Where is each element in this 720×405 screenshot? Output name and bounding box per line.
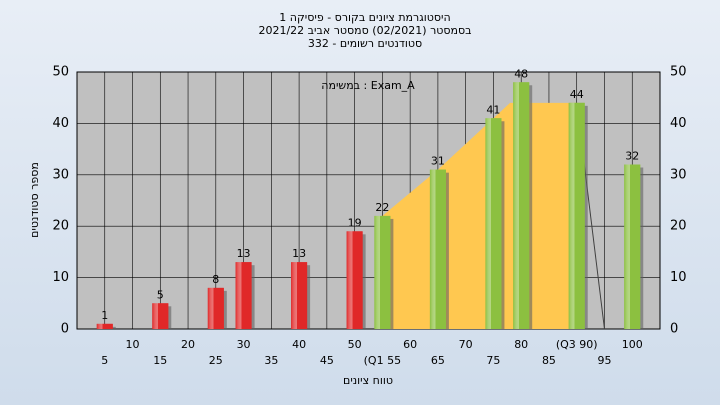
data-label: 1 <box>101 309 108 322</box>
data-label: 44 <box>570 88 584 101</box>
x-tick-label: 30 <box>237 338 251 351</box>
x-tick-label: 35 <box>264 354 278 367</box>
bar-shade <box>429 169 446 329</box>
data-label: 13 <box>292 247 306 260</box>
x-axis-label: טווח ציונים <box>343 374 393 387</box>
x-tick-label: 65 <box>431 354 445 367</box>
data-label: 31 <box>431 155 445 168</box>
x-tick-label: 60 <box>403 338 417 351</box>
y-axis-label: מספר סטודנטים <box>28 162 41 238</box>
x-tick-label: 20 <box>181 338 195 351</box>
data-label: 5 <box>157 288 164 301</box>
data-label: 19 <box>348 216 362 229</box>
annotation: במשימה : Exam_A <box>321 79 415 92</box>
y2-tick-label: 40 <box>670 116 687 131</box>
y-tick-label: 40 <box>52 116 69 131</box>
x-tick-label: (Q1 55 <box>364 354 401 367</box>
x-tick-label: 15 <box>153 354 167 367</box>
data-label: 41 <box>486 103 500 116</box>
x-tick-label: 40 <box>292 338 306 351</box>
bar-shade <box>207 287 224 329</box>
bar-shade <box>346 231 363 329</box>
x-tick-label: 70 <box>459 338 473 351</box>
y-tick-label: 30 <box>52 167 69 182</box>
data-label: 13 <box>237 247 251 260</box>
x-tick-label: 100 <box>622 338 643 351</box>
bar-shade <box>374 215 391 329</box>
y-tick-label: 20 <box>52 219 69 234</box>
data-label: 8 <box>212 273 219 286</box>
title-line: בסמסטר (02/2021) סמסטר אביב 2021/22 <box>258 24 471 37</box>
y-tick-label: 50 <box>52 65 69 80</box>
bar-shade <box>152 303 169 329</box>
x-tick-label: 25 <box>209 354 223 367</box>
y-tick-label: 10 <box>52 270 69 285</box>
bar-shade <box>568 102 585 329</box>
data-label: 32 <box>625 150 639 163</box>
x-tick-label: 10 <box>126 338 140 351</box>
x-tick-label: 5 <box>101 354 108 367</box>
y2-tick-label: 30 <box>670 167 687 182</box>
title-line: היסטוגרמת ציונים בקורס - פיסיקה 1 <box>279 11 450 24</box>
bar-shade <box>96 323 113 329</box>
bar-shade <box>291 262 308 329</box>
data-label: 22 <box>375 201 389 214</box>
x-tick-label: 50 <box>348 338 362 351</box>
title-line: סטודנטים רשומים - 332 <box>308 37 422 50</box>
y2-tick-label: 20 <box>670 219 687 234</box>
x-tick-label: (Q3 90) <box>556 338 598 351</box>
bar-shade <box>513 82 530 329</box>
x-tick-label: 80 <box>514 338 528 351</box>
x-tick-label: 45 <box>320 354 334 367</box>
y2-tick-label: 0 <box>670 322 678 337</box>
x-tick-label: 85 <box>542 354 556 367</box>
y-tick-label: 0 <box>61 322 69 337</box>
bar-shade <box>485 118 502 329</box>
x-tick-label: 95 <box>597 354 611 367</box>
data-label: 48 <box>514 67 528 80</box>
y2-tick-label: 10 <box>670 270 687 285</box>
x-tick-label: 75 <box>486 354 500 367</box>
bar-shade <box>235 262 252 329</box>
y2-tick-label: 50 <box>670 65 687 80</box>
bar-shade <box>624 164 641 329</box>
